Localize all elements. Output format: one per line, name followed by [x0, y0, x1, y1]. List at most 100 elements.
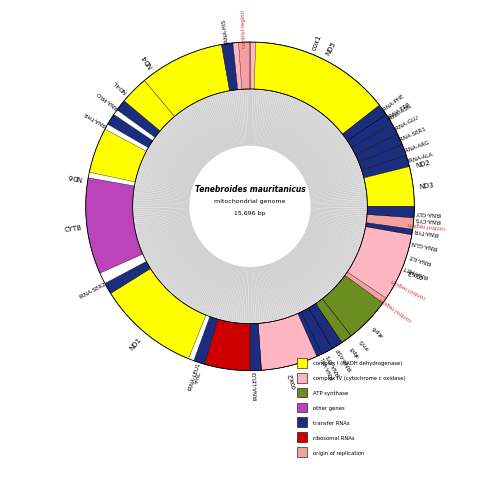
- Polygon shape: [90, 130, 146, 183]
- Text: ND4L: ND4L: [112, 78, 128, 93]
- Polygon shape: [352, 127, 414, 213]
- Text: tRNA-ASN: tRNA-ASN: [388, 103, 413, 122]
- Bar: [297, 447, 306, 457]
- Polygon shape: [124, 81, 174, 132]
- Polygon shape: [117, 102, 160, 138]
- Text: tRNA-LEU1: tRNA-LEU1: [188, 361, 202, 390]
- Polygon shape: [144, 45, 230, 117]
- Text: atp8: atp8: [349, 344, 360, 357]
- Polygon shape: [227, 43, 250, 91]
- Text: ATP synthase: ATP synthase: [312, 390, 348, 395]
- Polygon shape: [86, 179, 143, 274]
- Polygon shape: [364, 227, 412, 246]
- Polygon shape: [322, 276, 383, 336]
- Polygon shape: [350, 255, 400, 291]
- Polygon shape: [108, 115, 152, 148]
- Text: 15,696 bp: 15,696 bp: [234, 210, 266, 215]
- Bar: [297, 388, 306, 398]
- Polygon shape: [367, 207, 414, 218]
- Text: tRNA-CYS: tRNA-CYS: [414, 216, 440, 223]
- Polygon shape: [362, 235, 410, 258]
- Polygon shape: [359, 145, 406, 171]
- Text: tRNA-GLN: tRNA-GLN: [410, 239, 438, 249]
- Bar: [297, 418, 306, 427]
- Polygon shape: [346, 113, 391, 146]
- Text: ND1: ND1: [128, 335, 142, 351]
- Text: rrnS: rrnS: [358, 336, 370, 349]
- Text: mitochondrial genome: mitochondrial genome: [214, 199, 286, 203]
- Polygon shape: [308, 304, 342, 349]
- Text: tRNA-HIS: tRNA-HIS: [221, 19, 230, 43]
- Text: cox2: cox2: [288, 370, 298, 388]
- Polygon shape: [352, 125, 398, 156]
- Bar: [297, 373, 306, 383]
- Text: cox3: cox3: [406, 267, 424, 279]
- Polygon shape: [194, 317, 218, 365]
- Bar: [297, 432, 306, 442]
- Text: transfer RNAs: transfer RNAs: [312, 420, 349, 425]
- Polygon shape: [105, 262, 150, 294]
- Text: tRNA-GLU: tRNA-GLU: [394, 115, 420, 132]
- Polygon shape: [366, 219, 414, 235]
- Text: tRNA-TYR: tRNA-TYR: [414, 227, 439, 236]
- Text: tRNA-THR: tRNA-THR: [83, 109, 108, 127]
- Polygon shape: [356, 135, 403, 163]
- Text: tRNA-MET: tRNA-MET: [402, 264, 429, 278]
- Polygon shape: [250, 43, 384, 140]
- Polygon shape: [238, 43, 250, 90]
- Polygon shape: [204, 316, 312, 371]
- Text: tRNA-ARG: tRNA-ARG: [404, 139, 431, 153]
- Text: control region: control region: [240, 10, 247, 48]
- Text: tRNA-SER1: tRNA-SER1: [398, 126, 427, 143]
- Polygon shape: [366, 215, 414, 230]
- Circle shape: [190, 146, 310, 267]
- Polygon shape: [258, 314, 317, 370]
- Text: ND6: ND6: [67, 172, 82, 180]
- Polygon shape: [348, 115, 393, 148]
- Text: control region: control region: [390, 277, 426, 299]
- Polygon shape: [342, 106, 386, 142]
- Text: Tenebroides mauritanicus: Tenebroides mauritanicus: [194, 185, 306, 194]
- Polygon shape: [366, 211, 414, 224]
- Text: origin of replication: origin of replication: [312, 449, 364, 455]
- Polygon shape: [254, 43, 380, 135]
- Text: tRNA-GLY: tRNA-GLY: [415, 210, 441, 216]
- Polygon shape: [298, 310, 327, 357]
- Text: ND5: ND5: [325, 41, 337, 57]
- Text: tRNA-PHE: tRNA-PHE: [382, 93, 406, 112]
- Text: ND3: ND3: [419, 182, 434, 189]
- Polygon shape: [364, 167, 414, 207]
- Text: tRNA-LYS: tRNA-LYS: [326, 352, 342, 376]
- Text: ribosomal RNAs: ribosomal RNAs: [312, 435, 354, 440]
- Text: tRNA-ASP: tRNA-ASP: [336, 345, 353, 370]
- Text: control region: control region: [408, 221, 446, 230]
- Circle shape: [132, 90, 368, 324]
- Bar: [297, 358, 306, 368]
- Polygon shape: [305, 281, 378, 352]
- Text: tRNA-ILE: tRNA-ILE: [408, 253, 432, 264]
- Polygon shape: [302, 308, 332, 354]
- Text: complex I (NADH dehydrogenase): complex I (NADH dehydrogenase): [312, 361, 402, 366]
- Text: tRNA-VAL: tRNA-VAL: [320, 354, 336, 379]
- Polygon shape: [362, 156, 410, 179]
- Polygon shape: [344, 271, 388, 305]
- Text: rrnL: rrnL: [194, 370, 202, 384]
- Text: ND2: ND2: [415, 159, 430, 169]
- Text: complex IV (cytochrome c oxidase): complex IV (cytochrome c oxidase): [312, 375, 405, 381]
- Text: CYTB: CYTB: [64, 224, 82, 233]
- Text: tRNA-PRO: tRNA-PRO: [96, 90, 120, 110]
- Text: tRNA-ALA: tRNA-ALA: [408, 152, 434, 164]
- Text: other genes: other genes: [312, 405, 344, 410]
- Text: atp6: atp6: [371, 324, 385, 337]
- Text: tRNA-TRP: tRNA-TRP: [388, 101, 411, 119]
- Text: tRNA-LEU2: tRNA-LEU2: [253, 369, 259, 399]
- Text: tRNA-SER2: tRNA-SER2: [78, 281, 107, 300]
- Text: control region: control region: [379, 296, 413, 322]
- Polygon shape: [250, 324, 262, 371]
- Bar: [297, 403, 306, 412]
- Polygon shape: [316, 299, 351, 343]
- Text: cox1: cox1: [311, 34, 322, 51]
- Text: ND4: ND4: [141, 54, 154, 69]
- Polygon shape: [348, 227, 412, 299]
- Polygon shape: [110, 269, 206, 359]
